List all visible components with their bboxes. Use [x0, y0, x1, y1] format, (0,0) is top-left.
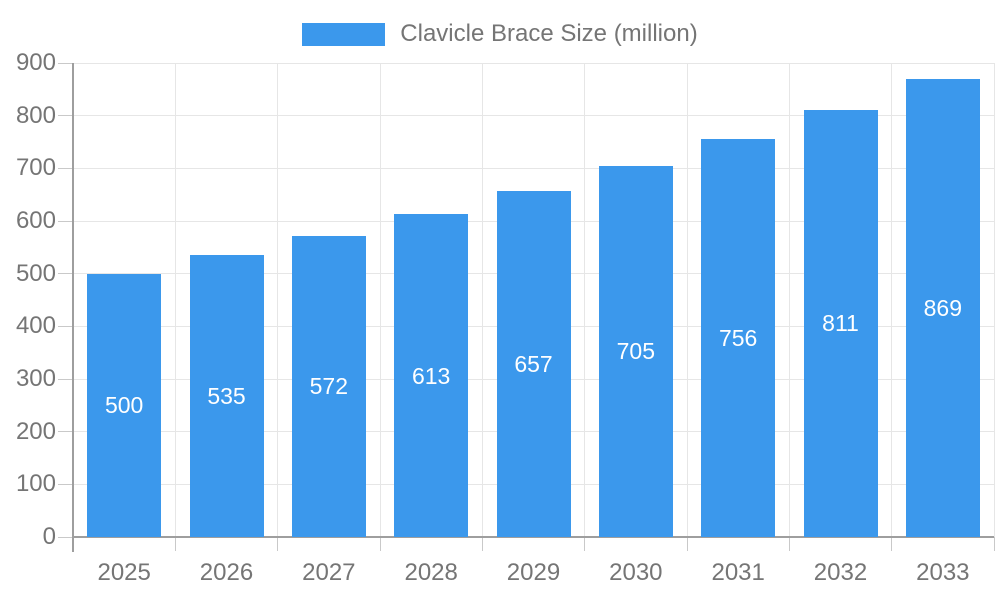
gridline-vertical — [174, 63, 176, 537]
x-axis-tick-label: 2033 — [916, 559, 970, 586]
y-axis-tick-label: 300 — [15, 365, 56, 392]
bar-value-label: 811 — [822, 310, 859, 337]
y-axis-tick-label: 200 — [15, 417, 56, 445]
bar-value-label: 657 — [514, 350, 553, 377]
y-axis-tick-label: 600 — [15, 207, 56, 234]
gridline-horizontal — [73, 115, 994, 117]
gridline-vertical — [788, 63, 790, 537]
y-axis-tick-label: 400 — [15, 312, 56, 340]
y-axis-tick — [58, 483, 73, 485]
bar: 869 — [905, 79, 980, 537]
y-axis-tick — [58, 220, 73, 222]
gridline-vertical — [277, 63, 279, 537]
bar-value-label: 500 — [104, 392, 144, 419]
x-axis-tick — [686, 537, 688, 551]
y-axis-tick — [58, 115, 73, 117]
gridline-vertical — [481, 63, 483, 537]
bar-value-label: 572 — [309, 373, 349, 400]
gridline-vertical — [584, 63, 586, 537]
x-axis-tick — [891, 537, 893, 551]
bar: 657 — [496, 190, 571, 537]
y-axis-tick-label: 900 — [15, 49, 56, 76]
gridline-horizontal — [73, 62, 994, 64]
bar: 572 — [291, 235, 366, 537]
x-axis-tick — [481, 537, 483, 551]
y-axis-tick — [58, 536, 73, 538]
bar-value-label: 535 — [207, 383, 246, 410]
bar: 500 — [87, 273, 162, 537]
gridline-vertical — [686, 63, 688, 537]
x-axis-tick-label: 2026 — [199, 559, 254, 586]
bar-value-label: 869 — [923, 295, 963, 322]
y-axis-tick-label: 800 — [15, 101, 56, 129]
legend-label: Clavicle Brace Size (million) — [400, 20, 698, 47]
gridline-vertical — [993, 63, 995, 537]
x-axis-tick-label: 2027 — [302, 559, 356, 586]
bar: 705 — [598, 165, 673, 537]
gridline-vertical — [379, 63, 381, 537]
bar-value-label: 613 — [411, 362, 451, 389]
x-axis-tick-label: 2032 — [813, 559, 868, 586]
bar: 535 — [189, 255, 264, 537]
y-axis-tick — [58, 62, 73, 64]
x-axis-tick — [379, 537, 381, 551]
bar: 811 — [803, 109, 878, 537]
x-axis-tick — [788, 537, 790, 551]
gridline-horizontal — [73, 167, 994, 169]
y-axis-tick — [58, 273, 73, 275]
bar: 756 — [701, 138, 776, 537]
legend: Clavicle Brace Size (million) — [0, 20, 1000, 48]
y-axis-tick — [58, 378, 73, 380]
y-axis-tick-label: 100 — [15, 470, 56, 498]
x-axis-tick-label: 2025 — [97, 559, 151, 586]
y-axis-line — [72, 63, 74, 552]
x-axis-tick — [174, 537, 176, 551]
x-axis-tick — [584, 537, 586, 551]
x-axis-tick — [277, 537, 279, 551]
y-axis-tick-label: 700 — [15, 154, 56, 182]
legend-swatch — [302, 22, 386, 46]
y-axis-tick-label: 500 — [15, 259, 56, 287]
bar-value-label: 756 — [718, 324, 758, 351]
x-axis-tick-label: 2030 — [609, 559, 663, 586]
y-axis-tick-label: 0 — [42, 523, 56, 550]
y-axis-tick — [58, 325, 73, 327]
y-axis-tick — [58, 167, 73, 169]
bar-value-label: 705 — [616, 338, 656, 365]
x-axis-line — [73, 536, 994, 538]
x-axis-tick-label: 2031 — [711, 559, 765, 586]
x-axis-tick — [993, 537, 995, 551]
x-axis-tick-label: 2028 — [404, 559, 458, 586]
bar: 613 — [394, 214, 469, 537]
gridline-vertical — [891, 63, 893, 537]
x-axis-tick-label: 2029 — [506, 559, 561, 586]
y-axis-tick — [58, 431, 73, 433]
